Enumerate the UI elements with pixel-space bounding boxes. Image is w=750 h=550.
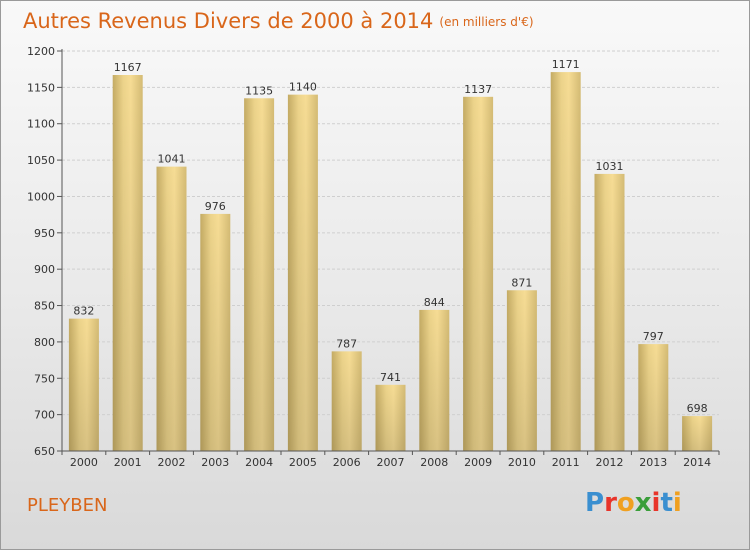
y-tick-label-4: 850 xyxy=(34,300,55,313)
y-tick-label-10: 1150 xyxy=(27,81,55,94)
bar-shade-2002 xyxy=(156,166,187,452)
bar-shade-2013 xyxy=(638,344,669,451)
x-tick-label-2010: 2010 xyxy=(508,456,536,469)
y-tick-label-5: 900 xyxy=(34,263,55,276)
value-label-2012: 1031 xyxy=(596,160,624,173)
x-tick-label-2000: 2000 xyxy=(70,456,98,469)
bar-shade-2004 xyxy=(244,98,275,451)
x-tick-label-2009: 2009 xyxy=(464,456,492,469)
x-tick-label-2006: 2006 xyxy=(333,456,361,469)
chart-title: Autres Revenus Divers de 2000 à 2014 (en … xyxy=(23,9,534,33)
x-tick-label-2007: 2007 xyxy=(377,456,405,469)
axes-group: 650 700 750 800 850 900 950 1000 1050 1100 1150 120… xyxy=(27,45,720,469)
value-label-2009: 1137 xyxy=(464,83,492,96)
value-label-2001: 1167 xyxy=(114,61,142,74)
logo-letter-1: r xyxy=(604,488,617,518)
bar-shade-2001 xyxy=(112,75,143,451)
x-tick-label-2012: 2012 xyxy=(596,456,624,469)
value-label-2005: 1140 xyxy=(289,81,317,94)
value-label-2000: 832 xyxy=(73,305,94,318)
value-label-2006: 787 xyxy=(336,337,357,350)
bar-shade-2012 xyxy=(594,173,625,451)
bars-group: 832 1167 1041 976 1135 1140 787 741 844 1137 871 11… xyxy=(68,58,713,452)
bar-shade-2006 xyxy=(331,351,362,451)
place-name: PLEYBEN xyxy=(27,495,108,516)
x-tick-label-2003: 2003 xyxy=(201,456,229,469)
logo-letter-6: i xyxy=(672,488,682,518)
bar-shade-2009 xyxy=(463,96,494,452)
y-tick-label-0: 650 xyxy=(34,445,55,458)
x-tick-label-2014: 2014 xyxy=(683,456,711,469)
bar-shade-2007 xyxy=(375,384,406,451)
x-tick-label-2008: 2008 xyxy=(420,456,448,469)
x-tick-label-2001: 2001 xyxy=(114,456,142,469)
bar-shade-2011 xyxy=(550,72,581,451)
logo-letter-5: t xyxy=(660,488,673,518)
y-tick-label-1: 700 xyxy=(34,409,55,422)
value-label-2004: 1135 xyxy=(245,84,273,97)
bar-shade-2003 xyxy=(200,213,231,451)
x-tick-label-2004: 2004 xyxy=(245,456,273,469)
bar-shade-2005 xyxy=(287,94,318,452)
value-label-2002: 1041 xyxy=(158,153,186,166)
y-tick-label-7: 1000 xyxy=(27,190,55,203)
y-tick-label-9: 1100 xyxy=(27,118,55,131)
logo-letter-2: o xyxy=(616,488,635,518)
value-label-2007: 741 xyxy=(380,371,401,384)
x-tick-label-2011: 2011 xyxy=(552,456,580,469)
x-tick-label-2002: 2002 xyxy=(158,456,186,469)
x-tick-label-2005: 2005 xyxy=(289,456,317,469)
y-tick-label-8: 1050 xyxy=(27,154,55,167)
value-label-2013: 797 xyxy=(643,330,664,343)
bar-shade-2008 xyxy=(419,309,450,451)
value-label-2011: 1171 xyxy=(552,58,580,71)
y-tick-label-6: 950 xyxy=(34,227,55,240)
proxiti-logo[interactable]: Proxiti xyxy=(585,488,682,518)
bar-shade-2014 xyxy=(682,416,713,451)
y-tick-label-11: 1200 xyxy=(27,45,55,58)
title-text: Autres Revenus Divers de 2000 à 2014 xyxy=(23,9,434,33)
value-label-2008: 844 xyxy=(424,296,445,309)
y-tick-label-3: 800 xyxy=(34,336,55,349)
bar-shade-2010 xyxy=(506,290,537,451)
value-label-2010: 871 xyxy=(511,276,532,289)
title-unit: (en milliers d'€) xyxy=(439,15,534,29)
logo-letter-4: i xyxy=(651,488,661,518)
x-tick-label-2013: 2013 xyxy=(639,456,667,469)
logo-letter-3: x xyxy=(634,488,652,518)
y-tick-label-2: 750 xyxy=(34,372,55,385)
value-label-2003: 976 xyxy=(205,200,226,213)
bar-shade-2000 xyxy=(68,318,99,451)
value-label-2014: 698 xyxy=(687,402,708,415)
logo-letter-0: P xyxy=(585,488,605,518)
